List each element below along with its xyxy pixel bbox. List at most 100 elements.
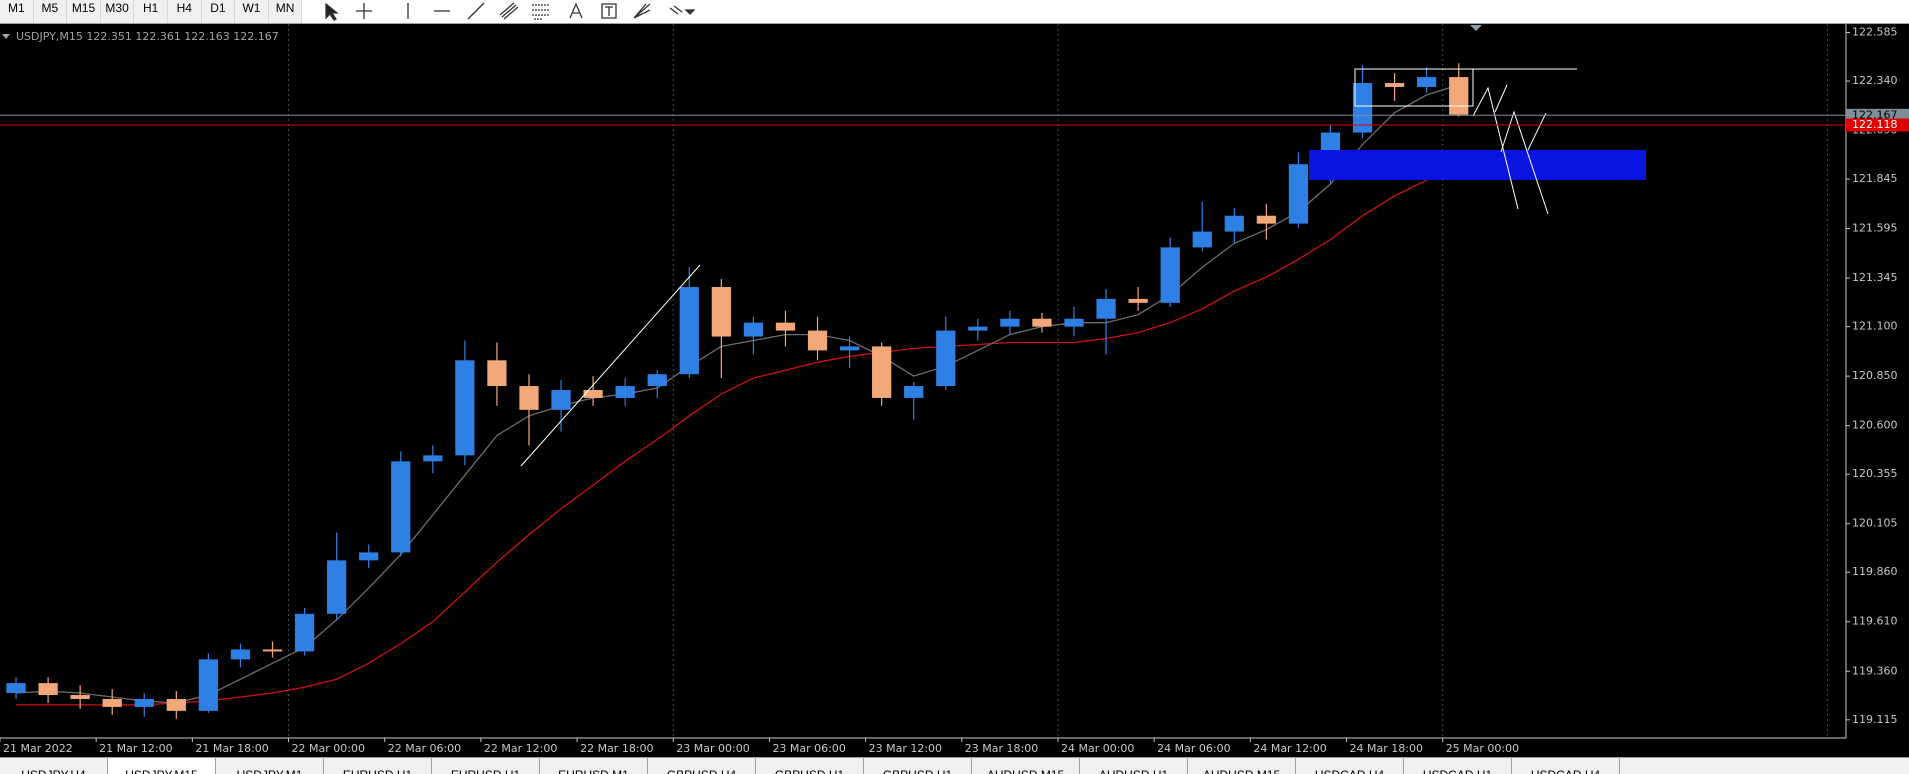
moving-average <box>15 84 1459 704</box>
x-tick-label: 24 Mar 00:00 <box>1061 742 1134 755</box>
chart-tab[interactable]: AUDUSD,H1 <box>1080 758 1188 774</box>
range-rectangle <box>1354 68 1474 107</box>
chart-tab[interactable]: USDJPY,M15 <box>108 758 216 774</box>
crosshair-icon[interactable] <box>356 3 372 19</box>
timeframe-button[interactable]: H4 <box>168 0 202 23</box>
timeframe-button[interactable]: D1 <box>202 0 236 23</box>
timeframe-button[interactable]: MN <box>269 0 303 23</box>
x-tick-label: 22 Mar 06:00 <box>388 742 461 755</box>
chart-tab[interactable]: EURUSD,H1 <box>432 758 540 774</box>
chart-tab[interactable]: AUDUSD,M15 <box>972 758 1080 774</box>
candle-body <box>487 360 507 387</box>
level-line-label: 122.118 <box>1852 118 1898 131</box>
candle-body <box>775 322 796 331</box>
text-icon[interactable] <box>569 2 583 19</box>
candle-body <box>1224 215 1244 232</box>
y-tick-label: 119.360 <box>1852 664 1898 677</box>
candle-body <box>423 455 443 462</box>
timeframe-bar: M1 M5 M15 M30 H1 H4 D1 W1 MN <box>0 0 303 23</box>
cursor-icon[interactable] <box>325 2 339 21</box>
x-tick-label: 23 Mar 18:00 <box>965 742 1038 755</box>
chart-tab[interactable]: GBPUSD,H1 <box>864 758 972 774</box>
candle-body <box>1449 77 1469 115</box>
channel-icon[interactable] <box>499 2 519 20</box>
moving-average <box>16 163 1459 706</box>
chart-tab[interactable]: EURUSD,M1 <box>540 758 648 774</box>
x-tick-label: 21 Mar 12:00 <box>99 742 172 755</box>
y-tick-label: 120.105 <box>1852 517 1898 530</box>
bid-line-label: 122.167 <box>1852 108 1898 121</box>
timeframe-button[interactable]: W1 <box>235 0 269 23</box>
timeframe-button[interactable]: H1 <box>134 0 168 23</box>
x-tick-label: 24 Mar 12:00 <box>1253 742 1326 755</box>
candle-body <box>102 698 122 707</box>
drawing-objects <box>520 25 1646 467</box>
y-tick-label: 120.850 <box>1852 369 1898 382</box>
candle-body <box>6 683 26 694</box>
candle-body <box>551 390 571 410</box>
x-tick-label: 22 Mar 18:00 <box>580 742 653 755</box>
candle-body <box>1000 318 1020 327</box>
timeframe-button[interactable]: M5 <box>34 0 68 23</box>
candle-body <box>711 287 731 337</box>
fibo-icon[interactable] <box>532 4 550 20</box>
candle-body <box>679 287 699 375</box>
chart-tabs: USDJPY,H4USDJPY,M15USDJPY,M1EURUSD,H1EUR… <box>0 757 1909 774</box>
chart-tab[interactable]: GBPUSD,H1 <box>756 758 864 774</box>
y-tick-label: 119.610 <box>1852 615 1898 628</box>
candle-body <box>455 360 475 456</box>
y-tick-label: 119.860 <box>1852 565 1898 578</box>
candle-body <box>359 552 379 561</box>
x-tick-label: 23 Mar 12:00 <box>869 742 942 755</box>
shapes-icon[interactable] <box>669 5 696 15</box>
chart-tab[interactable]: EURUSD,H1 <box>324 758 432 774</box>
x-tick-label: 23 Mar 00:00 <box>676 742 749 755</box>
trendline-icon[interactable] <box>467 2 485 20</box>
level-line-label-box <box>1846 118 1909 132</box>
shift-marker[interactable] <box>1470 25 1482 31</box>
x-tick-label: 22 Mar 12:00 <box>484 742 557 755</box>
candle-body <box>230 649 251 660</box>
y-tick-label: 121.100 <box>1852 320 1898 333</box>
trend-line <box>520 264 701 467</box>
candle-body <box>1032 318 1052 327</box>
candle-body <box>647 374 667 387</box>
candle-body <box>1417 77 1437 87</box>
timeframe-button[interactable]: M15 <box>67 0 101 23</box>
timeframe-button[interactable]: M1 <box>0 0 34 23</box>
y-tick-label: 121.595 <box>1852 222 1898 235</box>
chart-tab[interactable]: USDJPY,H4 <box>0 758 108 774</box>
chart-tab[interactable]: USDCAD,H1 <box>1404 758 1512 774</box>
chart-tab[interactable]: GBPUSD,H4 <box>648 758 756 774</box>
candle-body <box>968 326 988 331</box>
fan-icon[interactable] <box>633 3 651 19</box>
y-tick-label: 122.340 <box>1852 74 1898 87</box>
candle-body <box>1384 83 1405 87</box>
candle-body <box>519 386 539 410</box>
candle-body <box>839 346 860 351</box>
candle-body <box>1288 164 1309 224</box>
y-tick-label: 122.585 <box>1852 26 1898 39</box>
x-tick-label: 21 Mar 18:00 <box>195 742 268 755</box>
zone-rectangle <box>1309 150 1646 180</box>
chart-tab[interactable]: USDJPY,M1 <box>216 758 324 774</box>
chart-tab[interactable]: USDCAD,H4 <box>1512 758 1620 774</box>
candle-body <box>391 461 411 553</box>
candle-body <box>1128 298 1148 303</box>
toolbar: M1 M5 M15 M30 H1 H4 D1 W1 MN <box>0 0 1909 24</box>
y-tick-label: 120.600 <box>1852 419 1898 432</box>
candle-body <box>1352 83 1373 133</box>
candle-body <box>1096 298 1116 319</box>
candle-body <box>936 330 956 387</box>
zigzag <box>1472 86 1519 210</box>
x-tick-label: 24 Mar 18:00 <box>1350 742 1423 755</box>
candle-body <box>294 613 315 652</box>
y-tick-label: 119.115 <box>1852 713 1898 726</box>
label-icon[interactable] <box>601 3 617 19</box>
x-tick-label: 23 Mar 06:00 <box>772 742 845 755</box>
chart-tab[interactable]: AUDUSD,M15 <box>1188 758 1296 774</box>
candle-body <box>1160 247 1180 303</box>
chart: USDJPY,M15 122.351 122.361 122.163 122.1… <box>0 24 1909 755</box>
chart-tab[interactable]: USDCAD,H4 <box>1296 758 1404 774</box>
timeframe-button[interactable]: M30 <box>101 0 135 23</box>
